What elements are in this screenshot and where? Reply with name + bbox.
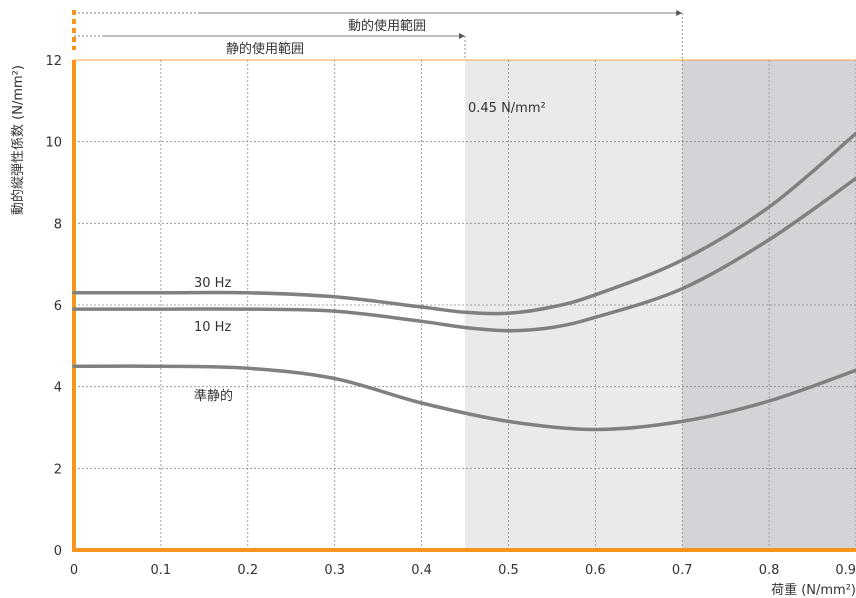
x-tick-label-3: 0.3 <box>324 563 345 578</box>
x-tick-label-6: 0.6 <box>585 563 606 578</box>
range-arrow-0 <box>676 10 683 16</box>
y-tick-label-2: 4 <box>54 381 62 396</box>
x-tick-label-9: 0.9 <box>835 563 856 578</box>
x-tick-label-5: 0.5 <box>498 563 519 578</box>
y-tick-label-1: 2 <box>54 462 62 477</box>
tick-labels: 0 0.1 0.2 0.3 0.4 0.5 0.6 0.7 0.8 0.9 0 2 4 6 8 10 12 <box>45 54 856 578</box>
series-label-2: 準静的 <box>194 388 233 404</box>
series-line-1 <box>72 176 856 333</box>
range-label-1: 静的使用範囲 <box>226 41 304 57</box>
range-arrow-1 <box>459 33 465 39</box>
x-tick-label-2: 0.2 <box>237 563 258 578</box>
series-labels: 30 Hz 10 Hz 準静的 <box>194 276 233 404</box>
grid-lines <box>74 60 856 550</box>
series-line-0 <box>72 131 856 316</box>
axes <box>72 10 856 552</box>
series-label-0: 30 Hz <box>194 276 231 291</box>
series-label-1: 10 Hz <box>194 320 231 335</box>
y-tick-label-0: 0 <box>54 544 62 559</box>
threshold-annotation: 0.45 N/mm² <box>468 101 546 116</box>
shaded-region-0 <box>465 60 683 550</box>
x-tick-label-0: 0 <box>70 563 78 578</box>
range-label-0: 動的使用範囲 <box>348 18 426 34</box>
series-line-2 <box>72 364 856 432</box>
x-tick-label-4: 0.4 <box>411 563 432 578</box>
x-tick-label-7: 0.7 <box>672 563 693 578</box>
x-tick-label-8: 0.8 <box>759 563 780 578</box>
y-tick-label-4: 8 <box>54 217 62 232</box>
x-tick-label-1: 0.1 <box>151 563 172 578</box>
x-axis-title: 荷重 (N/mm²) <box>771 582 856 598</box>
y-tick-label-6: 12 <box>45 54 62 69</box>
y-tick-label-3: 6 <box>54 299 62 314</box>
y-tick-label-5: 10 <box>45 136 62 151</box>
y-axis-title: 動的縦弾性係数 (N/mm²) <box>10 65 26 215</box>
series-lines <box>72 131 856 432</box>
